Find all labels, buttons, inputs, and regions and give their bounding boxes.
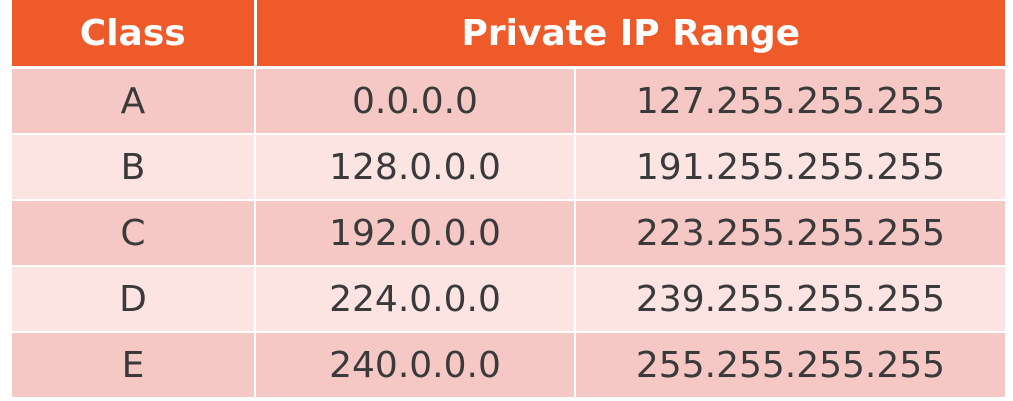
class-cell: E xyxy=(12,332,256,399)
range-end-cell: 191.255.255.255 xyxy=(575,134,1006,201)
class-cell: A xyxy=(12,67,256,135)
table-header: Class Private IP Range xyxy=(12,0,1006,69)
table-row: B 128.0.0.0 191.255.255.255 xyxy=(12,134,1006,201)
range-end-cell: 127.255.255.255 xyxy=(575,67,1006,135)
range-end-cell: 239.255.255.255 xyxy=(575,266,1006,333)
range-start-cell: 192.0.0.0 xyxy=(255,200,576,267)
range-start-cell: 240.0.0.0 xyxy=(255,332,576,399)
table-body: A 0.0.0.0 127.255.255.255 B 128.0.0.0 19… xyxy=(12,67,1006,399)
ip-class-table-frame: Class Private IP Range A 0.0.0.0 127.255… xyxy=(12,0,1006,401)
range-end-cell: 223.255.255.255 xyxy=(575,200,1006,267)
table-row: D 224.0.0.0 239.255.255.255 xyxy=(12,266,1006,333)
header-class: Class xyxy=(12,0,257,69)
range-start-cell: 128.0.0.0 xyxy=(255,134,576,201)
header-row: Class Private IP Range xyxy=(12,0,1006,69)
class-cell: B xyxy=(12,134,256,201)
table-row: C 192.0.0.0 223.255.255.255 xyxy=(12,200,1006,267)
table-row: A 0.0.0.0 127.255.255.255 xyxy=(12,67,1006,135)
range-start-cell: 224.0.0.0 xyxy=(255,266,576,333)
range-end-cell: 255.255.255.255 xyxy=(575,332,1006,399)
class-cell: C xyxy=(12,200,256,267)
class-cell: D xyxy=(12,266,256,333)
ip-class-table: Class Private IP Range A 0.0.0.0 127.255… xyxy=(12,0,1006,399)
range-start-cell: 0.0.0.0 xyxy=(255,67,576,135)
header-private-ip-range: Private IP Range xyxy=(255,0,1006,69)
table-row: E 240.0.0.0 255.255.255.255 xyxy=(12,332,1006,399)
